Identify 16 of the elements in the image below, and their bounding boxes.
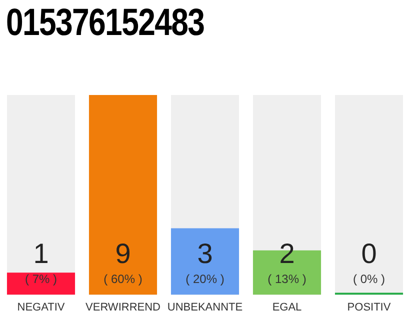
x-tick-label: VERWIRREND (86, 301, 161, 314)
annotation: ( 13% ) (268, 272, 306, 286)
x-tick-label: UNBEKANNTE (167, 301, 243, 314)
annotation: ( 60% ) (104, 272, 142, 286)
annotation: ( 0% ) (352, 272, 386, 286)
chart-title: 015376152483 (6, 1, 204, 46)
data-label: 0 (361, 238, 377, 269)
x-tick-label: POSITIV (347, 301, 392, 314)
data-label: 3 (197, 238, 213, 269)
x-tick-label: EGAL (272, 301, 302, 314)
data-label: 9 (115, 238, 131, 269)
annotation: ( 7% ) (24, 272, 58, 286)
annotation: ( 20% ) (186, 272, 224, 286)
bar (6, 272, 76, 295)
x-tick-label: NEGATIV (17, 301, 66, 314)
data-label: 1 (33, 238, 49, 269)
